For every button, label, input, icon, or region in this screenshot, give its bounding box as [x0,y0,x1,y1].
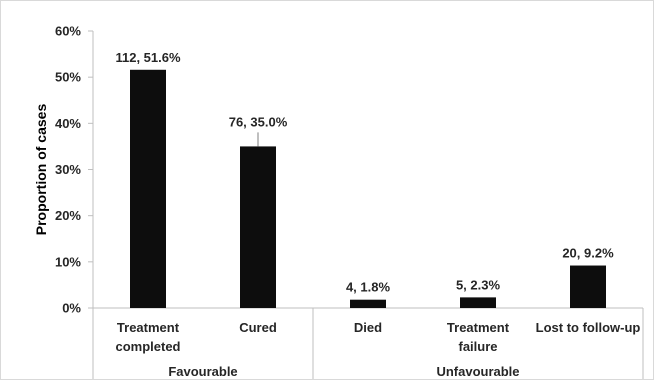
data-label: 5, 2.3% [456,277,501,292]
data-label: 4, 1.8% [346,280,391,295]
bar [570,265,606,308]
bar [240,146,276,308]
y-tick-label: 40% [55,116,81,131]
y-tick-label: 30% [55,162,81,177]
group-label: Unfavourable [436,364,519,379]
x-tick-label: Treatment [117,320,180,335]
bar [130,69,166,308]
data-label: 76, 35.0% [229,114,288,129]
x-tick-label: failure [458,339,497,354]
x-tick-label: completed [115,339,180,354]
y-tick-label: 20% [55,208,81,223]
x-tick-label: Treatment [447,320,510,335]
y-tick-label: 10% [55,254,81,269]
bar [350,299,386,308]
group-label: Favourable [168,364,237,379]
data-label: 20, 9.2% [562,246,614,261]
y-tick-label: 0% [62,301,81,316]
x-tick-label: Cured [239,320,277,335]
x-tick-label: Died [354,320,382,335]
bar [460,297,496,308]
y-tick-label: 60% [55,24,81,39]
y-axis-title: Proportion of cases [33,104,49,236]
x-tick-label: Lost to follow-up [536,320,641,335]
y-tick-label: 50% [55,70,81,85]
data-label: 112, 51.6% [115,50,180,65]
